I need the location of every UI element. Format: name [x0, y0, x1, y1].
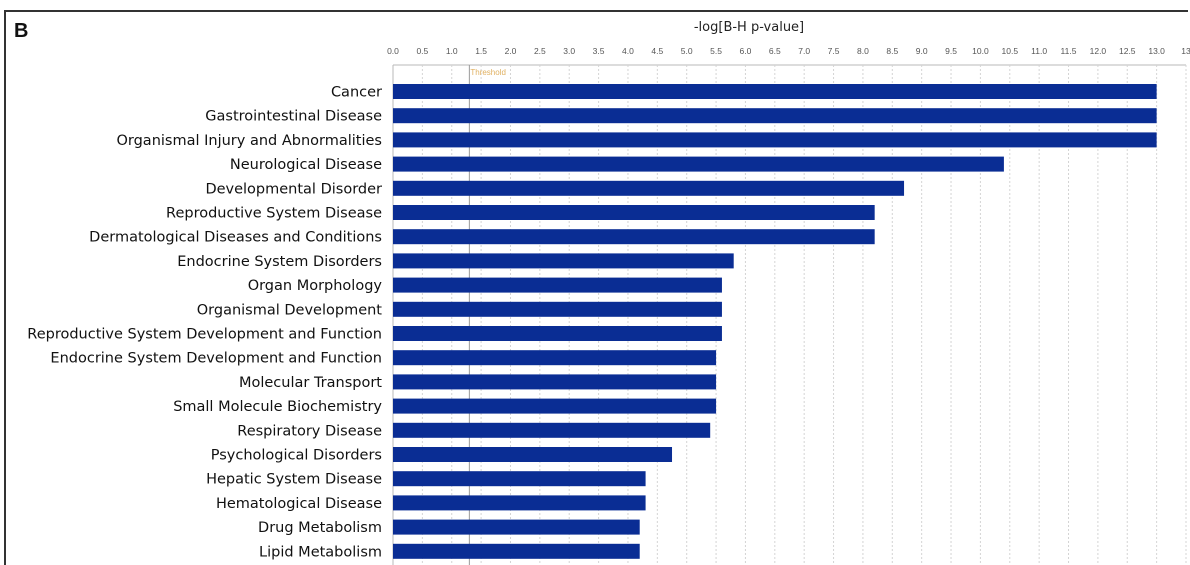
bar [393, 301, 722, 317]
bars-layer [393, 84, 1157, 559]
x-tick-label: 1.5 [475, 46, 487, 56]
bar [393, 519, 640, 535]
x-tick-label: 8.0 [857, 46, 869, 56]
category-label: Molecular Transport [239, 375, 382, 391]
category-label: Hepatic System Disease [206, 472, 382, 488]
bar [393, 374, 717, 390]
x-tick-label: 7.0 [798, 46, 810, 56]
x-axis-title: -log[B-H p-value] [694, 20, 804, 35]
category-label: Cancer [331, 85, 382, 101]
category-label: Organismal Development [197, 302, 383, 318]
x-tick-label: 3.0 [563, 46, 575, 56]
x-tick-label: 5.0 [681, 46, 693, 56]
x-tick-label: 6.0 [740, 46, 752, 56]
x-tick-label: 10.0 [972, 46, 989, 56]
x-tick-label: 7.5 [828, 46, 840, 56]
bar [393, 543, 640, 559]
bar [393, 229, 875, 245]
category-label: Drug Metabolism [258, 520, 382, 536]
bar [393, 495, 646, 511]
category-label: Organismal Injury and Abnormalities [116, 133, 382, 149]
x-tick-label: 1.0 [446, 46, 458, 56]
x-tick-label: 9.5 [945, 46, 957, 56]
category-label: Respiratory Disease [237, 423, 382, 439]
x-tick-label: 12.5 [1119, 46, 1136, 56]
bar [393, 326, 722, 341]
x-tick-labels: 0.0 0.5 1.0 1.5 2.0 2.5 3.0 3.5 4.0 4.5 5.0 5.5 6.0 6… [387, 46, 1190, 56]
category-label: Developmental Disorder [205, 181, 382, 197]
x-tick-label: 13 [1181, 46, 1190, 56]
chart-frame [4, 10, 1188, 565]
x-tick-label: 12.0 [1090, 46, 1107, 56]
category-label: Reproductive System Development and Func… [27, 327, 382, 343]
x-tick-label: 13.0 [1148, 46, 1165, 56]
x-tick-label: 11.0 [1031, 46, 1047, 56]
bar [393, 84, 1157, 99]
category-label: Neurological Disease [230, 157, 382, 173]
bar [393, 180, 905, 196]
bar [393, 132, 1157, 148]
bar [393, 253, 734, 269]
x-tick-label: 2.5 [534, 46, 546, 56]
bar [393, 156, 1004, 172]
x-tick-label: 10.5 [1002, 46, 1019, 56]
category-labels: Cancer Gastrointestinal Disease Organismal… [27, 85, 382, 561]
category-label: Small Molecule Biochemistry [173, 399, 382, 415]
x-tick-label: 8.5 [886, 46, 898, 56]
panel-label: B [14, 20, 29, 42]
bar [393, 108, 1157, 124]
x-tick-label: 9.0 [916, 46, 928, 56]
x-tick-label: 0.0 [387, 46, 399, 56]
x-tick-label: 0.5 [416, 46, 428, 56]
x-tick-label: 4.0 [622, 46, 634, 56]
bar [393, 422, 711, 438]
x-tick-label: 11.5 [1061, 46, 1077, 56]
bar [393, 350, 717, 366]
x-tick-label: 2.0 [505, 46, 517, 56]
x-tick-label: 6.5 [769, 46, 781, 56]
bar [393, 205, 875, 220]
category-label: Endocrine System Disorders [177, 254, 382, 270]
bar [393, 471, 646, 487]
bar [393, 277, 722, 293]
category-label: Dermatological Diseases and Conditions [89, 230, 382, 246]
x-tick-label: 3.5 [593, 46, 605, 56]
bar [393, 447, 673, 462]
category-label: Endocrine System Development and Functio… [50, 351, 382, 367]
threshold-label: Threshold [470, 68, 506, 77]
bar [393, 398, 717, 414]
category-label: Psychological Disorders [211, 448, 382, 464]
category-label: Lipid Metabolism [259, 544, 382, 560]
category-label: Gastrointestinal Disease [205, 109, 382, 125]
category-label: Organ Morphology [248, 278, 383, 294]
category-label: Reproductive System Disease [166, 206, 382, 222]
x-tick-label: 5.5 [710, 46, 722, 56]
x-tick-label: 4.5 [651, 46, 663, 56]
category-label: Hematological Disease [216, 496, 382, 512]
